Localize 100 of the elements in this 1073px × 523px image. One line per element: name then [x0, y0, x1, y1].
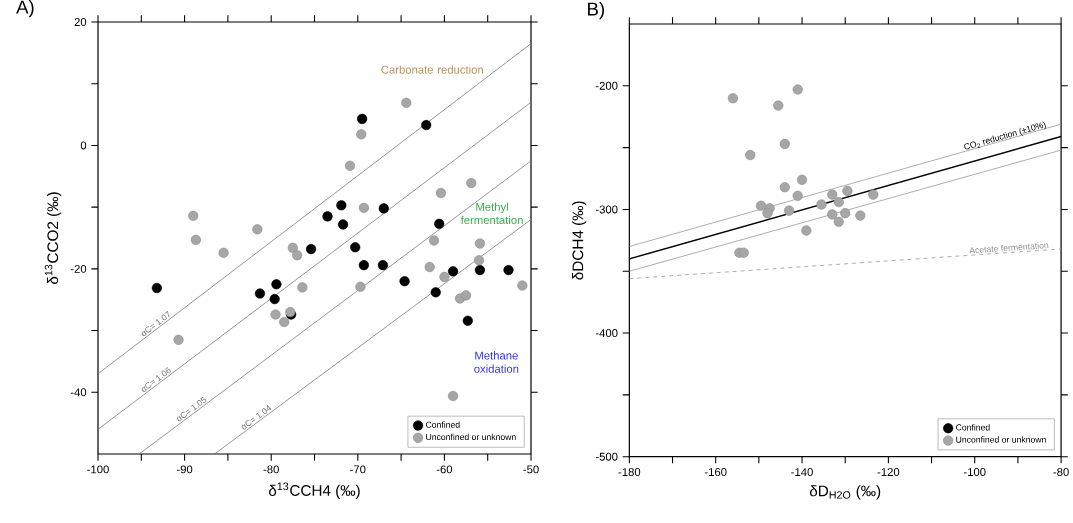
point: [434, 218, 445, 229]
y-tick-label: -20: [70, 264, 87, 273]
point: [435, 187, 447, 199]
point: [840, 208, 851, 219]
point: [460, 290, 472, 301]
y-tick-label: -400: [595, 329, 618, 338]
point: [827, 189, 838, 200]
y-tick-label: 0: [80, 141, 87, 150]
point: [792, 84, 803, 95]
x-tick-label: -160: [704, 468, 727, 477]
point: [358, 202, 369, 213]
legend-label: Confined: [425, 421, 460, 428]
point: [287, 242, 298, 253]
point: [336, 200, 347, 211]
annotation: Carbonate reduction: [381, 65, 483, 74]
y-tick-label: -300: [595, 205, 618, 214]
x-tick-label: -100: [87, 465, 109, 474]
point: [779, 182, 790, 193]
y-tick-label: -200: [595, 81, 618, 90]
point: [399, 276, 410, 287]
legend-label: Unconfined or unknown: [956, 436, 1046, 443]
chart-title: B): [588, 2, 604, 20]
point: [833, 216, 844, 227]
point: [357, 113, 368, 124]
text: αC= 1.07: [141, 310, 170, 337]
point: [188, 210, 199, 221]
y-tick-label: -40: [70, 388, 87, 397]
point: [762, 208, 773, 219]
chart-title: A): [16, 0, 34, 18]
point: [401, 97, 412, 108]
point: [827, 209, 838, 220]
annotation: Methane oxidation: [474, 351, 519, 373]
point: [424, 261, 435, 273]
point: [271, 279, 282, 290]
point: [218, 247, 229, 258]
x-tick-label: -50: [523, 465, 539, 474]
point: [855, 210, 866, 221]
point: [173, 334, 184, 345]
point: [297, 282, 308, 293]
y-tick-label: 20: [74, 18, 87, 26]
point: [503, 265, 514, 276]
point: [439, 271, 450, 282]
x-tick-label: -70: [350, 465, 366, 474]
point: [421, 120, 432, 131]
y-tick-label: -500: [595, 452, 618, 461]
point: [816, 199, 827, 210]
point: [190, 234, 201, 245]
point: [773, 100, 784, 111]
point: [466, 178, 477, 189]
x-tick-label: -120: [877, 468, 900, 477]
point: [355, 281, 366, 292]
point: [270, 309, 281, 320]
point: [474, 238, 485, 249]
point: [462, 315, 473, 326]
annotation: Methyl fermentation: [460, 202, 523, 225]
point: [779, 138, 790, 149]
point: [833, 196, 844, 208]
legend-label: Confined: [956, 424, 990, 431]
y-axis-title: δDCH4 (‰): [572, 201, 587, 280]
text: αC= 1.05: [177, 396, 207, 422]
point: [377, 260, 388, 271]
point: [796, 174, 808, 185]
point: [801, 225, 812, 236]
point: [474, 265, 485, 276]
x-axis-title: δD$_{H2O}$ (‰): [809, 485, 881, 500]
point: [792, 190, 803, 201]
x-tick-label: -90: [176, 465, 193, 474]
x-tick-label: -140: [791, 468, 813, 477]
x-tick-label: -80: [263, 465, 279, 474]
x-tick-label: -180: [618, 468, 641, 477]
point: [738, 247, 749, 258]
legend-label: Unconfined or unknown: [426, 433, 516, 441]
point: [517, 280, 528, 291]
point: [447, 266, 459, 277]
point: [784, 205, 795, 216]
x-tick-label: -100: [963, 468, 986, 477]
y-axis-title: δ$^{13}$CCO2 (‰): [44, 192, 62, 284]
point: [428, 235, 440, 246]
point: [338, 219, 349, 230]
series-label: Acetate fermentation: [969, 242, 1049, 254]
point: [378, 203, 389, 214]
point: [356, 129, 367, 140]
text: αC= 1.06: [141, 367, 171, 392]
point: [344, 160, 356, 171]
point: [842, 185, 853, 196]
point: [755, 200, 767, 211]
point: [473, 255, 485, 266]
point: [868, 189, 879, 200]
point: [305, 244, 317, 255]
x-axis-title: δ$^{13}$CCH4 (‰): [268, 482, 360, 499]
point: [358, 260, 369, 271]
point: [745, 149, 756, 161]
point: [322, 211, 333, 222]
point: [279, 316, 290, 328]
point: [269, 294, 280, 305]
x-tick-label: -80: [1053, 468, 1069, 477]
point: [430, 287, 441, 298]
point: [447, 390, 459, 402]
point: [727, 93, 739, 104]
point: [292, 250, 303, 261]
